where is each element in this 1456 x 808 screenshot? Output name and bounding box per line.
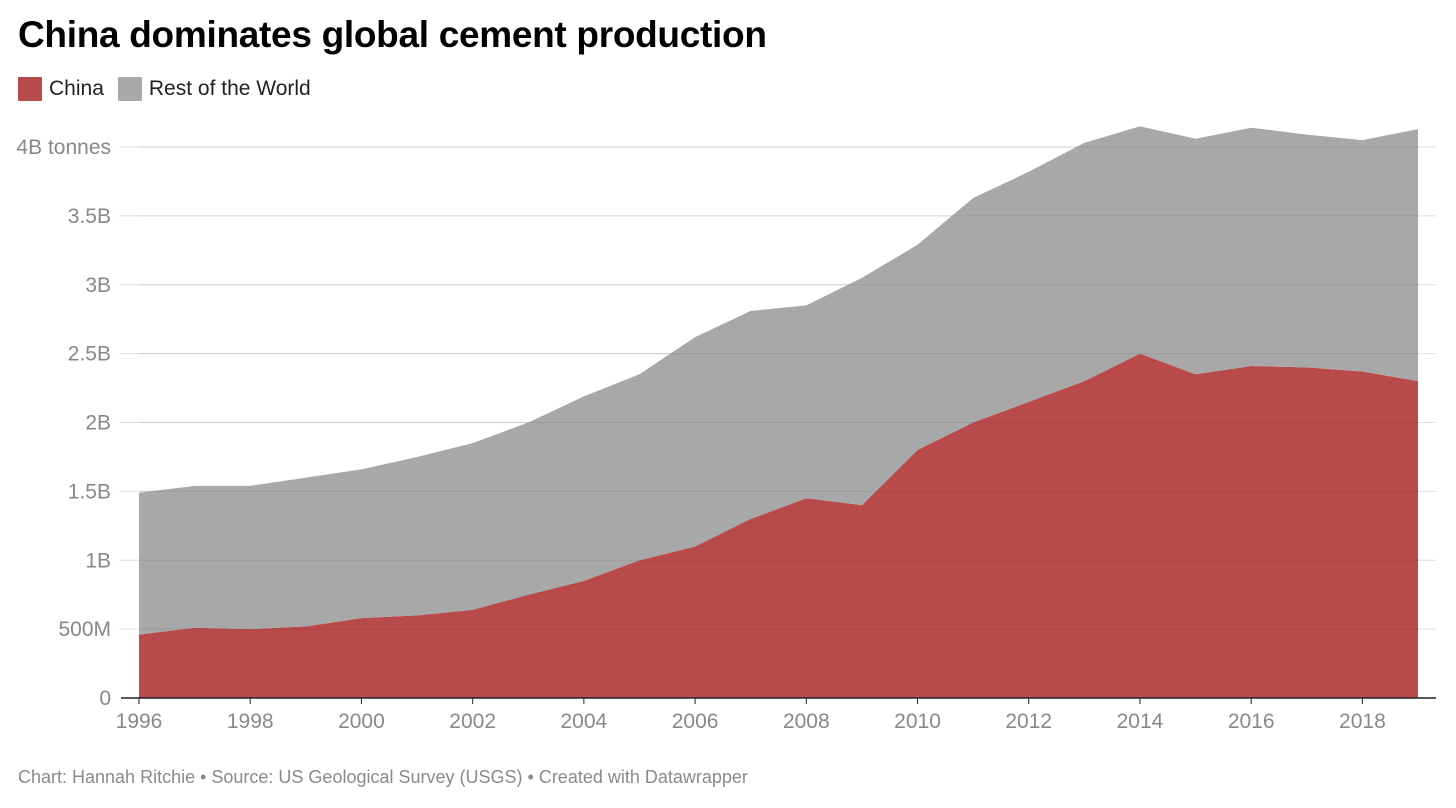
area-rest-of-the-world <box>139 126 1418 635</box>
chart-title: China dominates global cement production <box>18 14 767 55</box>
legend-item-china: China <box>18 77 104 101</box>
legend-label-rest-of-world: Rest of the World <box>148 77 311 100</box>
legend-swatch-china <box>18 77 42 101</box>
x-tick-label: 2006 <box>672 710 719 733</box>
x-tick-label: 2010 <box>894 710 941 733</box>
legend-swatch-rest-of-world <box>117 77 142 101</box>
y-tick-label: 1.5B <box>68 480 111 503</box>
x-tick-label: 2000 <box>338 710 385 733</box>
x-tick-label: 2018 <box>1339 710 1386 733</box>
y-tick-label: 2B <box>85 412 111 435</box>
y-tick-label: 500M <box>58 618 111 641</box>
area-china <box>139 353 1418 698</box>
legend-label-china: China <box>49 77 104 100</box>
x-tick-label: 1996 <box>116 710 163 733</box>
y-tick-label: 3.5B <box>68 205 111 228</box>
x-tick-label: 2002 <box>449 710 496 733</box>
x-tick-label: 2008 <box>783 710 830 733</box>
x-tick-label: 1998 <box>227 710 274 733</box>
y-tick-label: 4B tonnes <box>16 136 111 159</box>
x-tick-label: 2012 <box>1005 710 1052 733</box>
x-tick-label: 2016 <box>1228 710 1275 733</box>
x-tick-label: 2014 <box>1117 710 1164 733</box>
chart-footer: Chart: Hannah Ritchie • Source: US Geolo… <box>18 767 748 787</box>
legend-item-rest-of-world: Rest of the World <box>117 77 311 101</box>
legend: China Rest of the World <box>18 77 325 101</box>
y-tick-label: 3B <box>85 274 111 297</box>
y-tick-label: 2.5B <box>68 343 111 366</box>
x-tick-label: 2004 <box>561 710 608 733</box>
y-tick-label: 0 <box>99 687 111 710</box>
y-tick-label: 1B <box>85 549 111 572</box>
